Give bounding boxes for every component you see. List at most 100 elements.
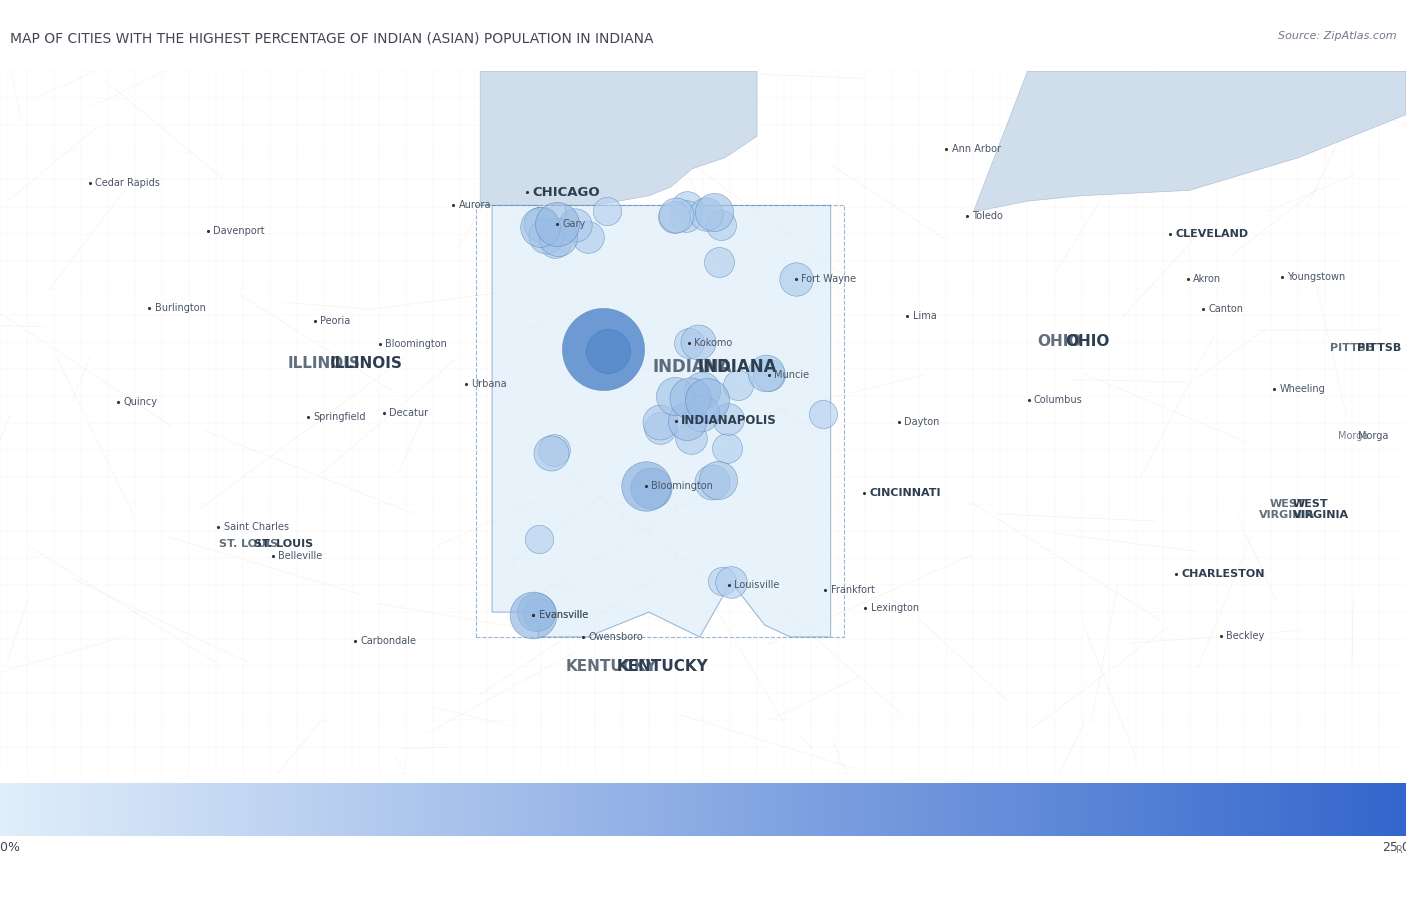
Text: Belleville: Belleville xyxy=(278,551,322,561)
Point xyxy=(648,421,671,435)
Text: Saint Charles: Saint Charles xyxy=(224,521,288,531)
Point xyxy=(679,391,702,405)
Text: Akron: Akron xyxy=(1192,274,1220,284)
Polygon shape xyxy=(481,71,756,206)
Text: Decatur: Decatur xyxy=(389,408,429,418)
Point xyxy=(592,343,614,357)
Text: Morga: Morga xyxy=(1339,431,1368,441)
Point xyxy=(675,414,697,428)
Text: KENTUCKY: KENTUCKY xyxy=(616,659,709,673)
Point xyxy=(522,608,544,622)
Point xyxy=(689,406,711,421)
Point xyxy=(530,218,553,232)
Text: INDIANA: INDIANA xyxy=(697,358,778,376)
Text: ST. LOUIS: ST. LOUIS xyxy=(254,539,314,549)
Point xyxy=(547,229,569,244)
Point xyxy=(811,407,834,422)
Point xyxy=(529,219,551,234)
Point xyxy=(564,218,586,232)
Text: Cedar Rapids: Cedar Rapids xyxy=(96,178,160,188)
Point xyxy=(696,393,718,407)
Point xyxy=(527,607,550,621)
Point xyxy=(546,217,568,231)
Point xyxy=(785,271,807,286)
Point xyxy=(681,431,703,445)
Point xyxy=(710,218,733,232)
Text: Morga: Morga xyxy=(1358,431,1389,441)
Point xyxy=(596,344,619,359)
Text: Muncie: Muncie xyxy=(775,370,810,380)
Text: Urbana: Urbana xyxy=(471,378,508,389)
Text: Louisville: Louisville xyxy=(734,580,780,590)
Text: Quincy: Quincy xyxy=(124,397,157,407)
Text: Davenport: Davenport xyxy=(214,227,264,236)
Point xyxy=(755,366,778,380)
Text: OHIO: OHIO xyxy=(1066,334,1109,349)
Point xyxy=(662,210,685,225)
Point xyxy=(678,335,700,350)
Point xyxy=(664,388,686,403)
Point xyxy=(540,446,562,460)
Text: ILLINOIS: ILLINOIS xyxy=(330,356,402,371)
Text: WEST
VIRGINIA: WEST VIRGINIA xyxy=(1258,499,1315,521)
Text: Lima: Lima xyxy=(912,311,936,321)
Point xyxy=(695,207,717,221)
Point xyxy=(665,208,688,222)
Text: OHIO: OHIO xyxy=(1038,334,1083,349)
Point xyxy=(711,574,734,588)
Text: ST. LOUIS: ST. LOUIS xyxy=(219,539,278,549)
Text: CLEVELAND: CLEVELAND xyxy=(1175,228,1249,238)
Point xyxy=(709,254,731,269)
Text: Owensboro: Owensboro xyxy=(588,632,643,642)
Text: Fort Wayne: Fort Wayne xyxy=(801,274,856,284)
Point xyxy=(690,383,713,397)
Point xyxy=(634,478,657,493)
Text: CHICAGO: CHICAGO xyxy=(531,186,600,199)
Point xyxy=(527,531,550,546)
Text: Toledo: Toledo xyxy=(973,211,1002,221)
Point xyxy=(596,204,619,218)
Text: Beckley: Beckley xyxy=(1226,631,1265,641)
Point xyxy=(675,209,697,224)
Text: Wheeling: Wheeling xyxy=(1279,384,1326,395)
Point xyxy=(727,378,749,392)
Text: CHARLESTON: CHARLESTON xyxy=(1181,569,1264,579)
Text: KENTUCKY: KENTUCKY xyxy=(565,659,657,673)
Polygon shape xyxy=(492,206,831,637)
Text: PITTSB: PITTSB xyxy=(1330,343,1374,353)
Point xyxy=(758,368,780,382)
Text: Evansville: Evansville xyxy=(538,610,588,620)
Point xyxy=(703,205,725,219)
Text: Lexington: Lexington xyxy=(870,603,918,613)
Text: Youngstown: Youngstown xyxy=(1286,271,1346,281)
Text: Ann Arbor: Ann Arbor xyxy=(952,144,1001,155)
Text: Peoria: Peoria xyxy=(321,316,350,326)
Point xyxy=(648,414,671,429)
Text: R: R xyxy=(1396,844,1403,855)
Point xyxy=(526,605,548,619)
Polygon shape xyxy=(973,71,1406,212)
Point xyxy=(717,412,740,426)
Text: Carbondale: Carbondale xyxy=(360,636,416,646)
Text: Evansville: Evansville xyxy=(538,610,588,620)
Point xyxy=(716,441,738,455)
Text: INDIANAPOLIS: INDIANAPOLIS xyxy=(682,414,778,427)
Point xyxy=(576,229,599,244)
Text: CINCINNATI: CINCINNATI xyxy=(869,488,941,498)
Point xyxy=(700,476,723,490)
Text: Columbus: Columbus xyxy=(1033,396,1083,405)
Point xyxy=(543,442,565,457)
Text: Burlington: Burlington xyxy=(155,303,205,313)
Point xyxy=(686,334,709,349)
Text: INDIANA: INDIANA xyxy=(652,358,733,376)
Text: Springfield: Springfield xyxy=(314,413,366,423)
Point xyxy=(640,481,662,495)
Point xyxy=(720,574,742,589)
Point xyxy=(544,235,567,249)
Text: ILLINOIS: ILLINOIS xyxy=(288,356,361,371)
Text: Gary: Gary xyxy=(562,218,586,229)
Point xyxy=(534,228,557,243)
Text: Bloomington: Bloomington xyxy=(385,339,447,349)
Text: Dayton: Dayton xyxy=(904,417,939,427)
Text: Aurora: Aurora xyxy=(458,200,491,210)
